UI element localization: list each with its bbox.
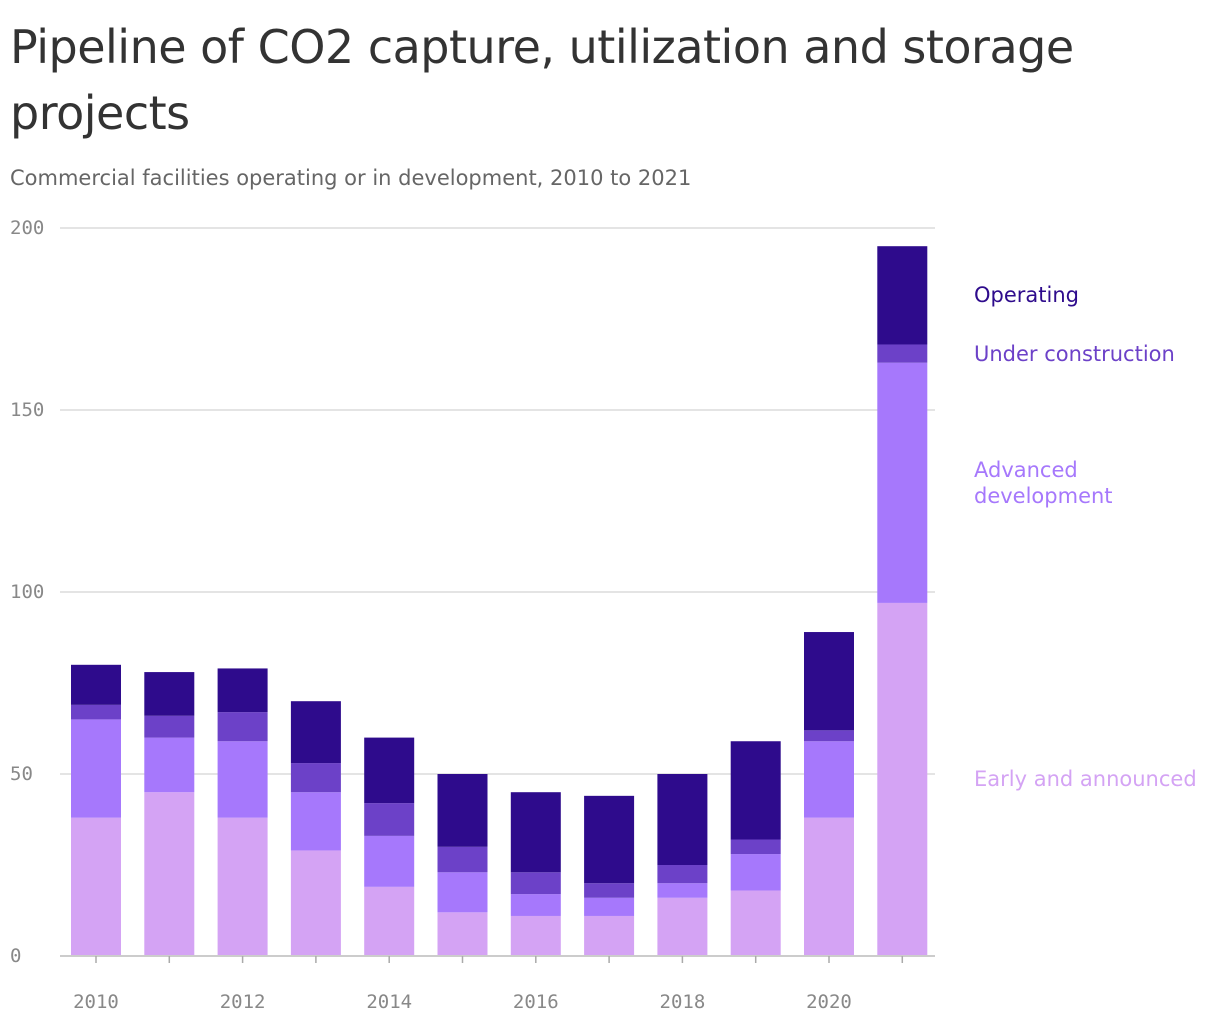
bar-2017-operating: [584, 795, 635, 884]
bar-2021-under-construction: [877, 344, 928, 363]
bar-2017-under-construction: [584, 883, 635, 898]
bar-2020-under-construction: [804, 730, 854, 742]
bar-2018-operating: [657, 774, 708, 865]
bar-2020-early-and-announced: [804, 817, 854, 956]
bar-2012-under-construction: [217, 712, 268, 742]
x-tick-label: 2018: [660, 991, 706, 1013]
axes: 0 50 100 150 200 2010 2012 2014 2016 2018 2020: [10, 217, 935, 1013]
bar-2013-early-and-announced: [290, 850, 341, 956]
bar-2019-operating: [730, 741, 781, 840]
legend-item-operating: Operating: [974, 283, 1079, 308]
x-tick-label: 2014: [366, 991, 412, 1013]
bar-2015-under-construction: [437, 846, 488, 873]
y-tick-label: 50: [10, 763, 33, 785]
y-tick-label: 200: [10, 217, 44, 239]
bar-2020-advanced-development: [804, 741, 854, 818]
bar-2021-operating: [877, 246, 928, 345]
bar-2011-operating: [144, 672, 195, 716]
bar-2014-early-and-announced: [364, 886, 415, 956]
y-tick-label: 150: [10, 399, 44, 421]
y-tick-label: 100: [10, 581, 44, 603]
bar-2018-under-construction: [657, 865, 708, 884]
bar-2013-operating: [290, 701, 341, 764]
bar-2015-operating: [437, 774, 488, 847]
bar-2019-under-construction: [730, 839, 781, 855]
bar-2020-operating: [804, 632, 854, 731]
bar-2021-early-and-announced: [877, 602, 928, 956]
legend-item-early-and-announced: Early and announced: [974, 767, 1197, 792]
gridlines: [60, 227, 935, 775]
bar-2016-early-and-announced: [510, 915, 561, 956]
bar-2014-under-construction: [364, 803, 415, 836]
legend-item-advanced-development: Advanced development: [974, 457, 1113, 508]
bar-2015-advanced-development: [437, 872, 488, 913]
bar-2014-operating: [364, 737, 415, 804]
bar-2016-operating: [510, 792, 561, 873]
x-tick-label: 2012: [220, 991, 266, 1013]
bar-2018-early-and-announced: [657, 897, 708, 956]
bar-2017-advanced-development: [584, 897, 635, 916]
x-tick-label: 2010: [73, 991, 119, 1013]
y-tick-label: 0: [10, 945, 21, 967]
bar-2011-advanced-development: [144, 737, 195, 793]
chart-title: Pipeline of CO2 capture, utilization and…: [10, 20, 1074, 140]
bar-2011-early-and-announced: [144, 792, 195, 956]
bar-2015-early-and-announced: [437, 912, 488, 956]
bar-2010-advanced-development: [71, 719, 121, 818]
bar-2016-advanced-development: [510, 894, 561, 916]
chart-subtitle: Commercial facilities operating or in de…: [10, 166, 692, 190]
bar-2014-advanced-development: [364, 835, 415, 887]
bar-2013-under-construction: [290, 763, 341, 793]
x-tick-label: 2020: [806, 991, 852, 1013]
bar-2019-early-and-announced: [730, 890, 781, 956]
bar-2012-advanced-development: [217, 741, 268, 818]
legend-item-under-construction: Under construction: [974, 341, 1175, 366]
bar-2010-under-construction: [71, 704, 121, 720]
bar-2012-operating: [217, 668, 268, 713]
x-tick-label: 2016: [513, 991, 559, 1013]
bars-group: [71, 246, 928, 956]
bar-2019-advanced-development: [730, 854, 781, 891]
bar-2016-under-construction: [510, 872, 561, 895]
bar-2013-advanced-development: [290, 792, 341, 851]
bar-2017-early-and-announced: [584, 915, 635, 956]
bar-2018-advanced-development: [657, 883, 708, 898]
bar-2021-advanced-development: [877, 362, 928, 603]
bar-2011-under-construction: [144, 715, 195, 738]
bar-2012-early-and-announced: [217, 817, 268, 956]
bar-2010-early-and-announced: [71, 817, 121, 956]
bar-2010-operating: [71, 664, 121, 705]
